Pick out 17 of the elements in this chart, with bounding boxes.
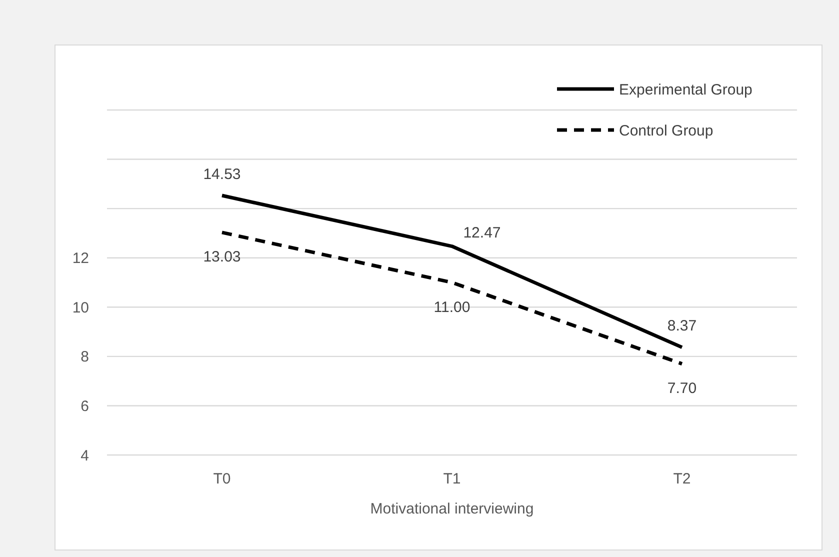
- data-label: 12.47: [463, 224, 501, 242]
- legend-label: Experimental Group: [619, 81, 752, 98]
- x-tick-label: T0: [213, 470, 231, 488]
- y-tick-label: 6: [80, 398, 89, 415]
- y-tick-label: 10: [72, 299, 89, 316]
- legend-label: Control Group: [619, 122, 714, 140]
- data-label: 14.53: [203, 166, 241, 183]
- x-tick-label: T2: [673, 470, 691, 488]
- y-tick-label: 4: [80, 447, 89, 464]
- data-label: 7.70: [667, 380, 697, 398]
- y-tick-label: 8: [80, 348, 89, 366]
- y-tick-label: 12: [72, 250, 89, 268]
- x-axis-title: Motivational interviewing: [370, 500, 534, 518]
- data-label: 13.03: [203, 248, 241, 266]
- data-label: 8.37: [667, 318, 697, 335]
- x-tick-label: T1: [443, 470, 461, 488]
- data-label: 11.00: [434, 298, 470, 316]
